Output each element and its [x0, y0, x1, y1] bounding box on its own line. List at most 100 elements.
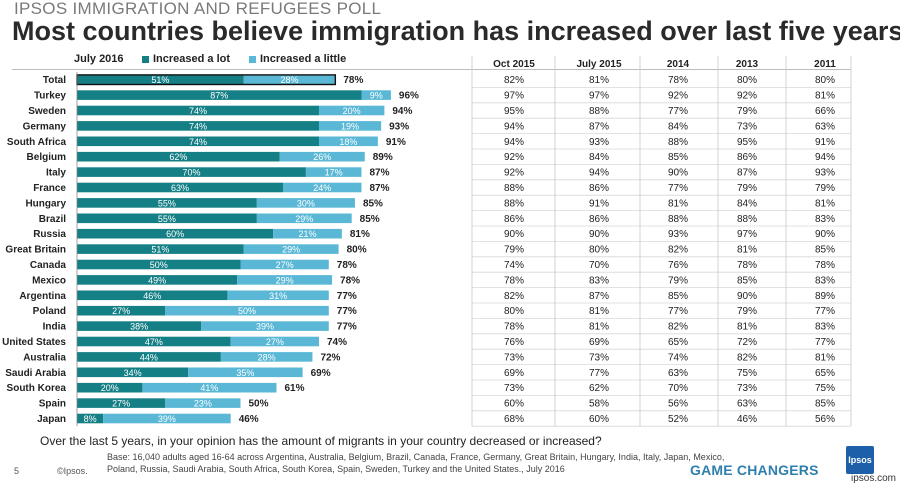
country-label-great-britain: Great Britain [5, 245, 66, 256]
label-little-south-korea: 41% [200, 383, 218, 393]
label-lot-saudi-arabia: 34% [124, 368, 142, 378]
bar-lot-argentina [77, 290, 228, 301]
bar-lot-south-africa [77, 136, 319, 147]
bar-little-south-korea [142, 382, 277, 393]
history-cell-canada-2: 76% [668, 260, 688, 271]
bar-lot-saudi-arabia [77, 367, 189, 378]
country-label-united-states: United States [2, 337, 66, 348]
label-total-poland: 77% [337, 306, 357, 317]
history-cell-canada-1: 70% [589, 260, 609, 271]
legend-swatch-little [249, 55, 256, 63]
history-cell-italy-3: 87% [737, 168, 757, 179]
label-total-germany: 93% [389, 121, 409, 132]
label-total-saudi-arabia: 69% [311, 368, 331, 379]
history-cell-france-0: 88% [504, 183, 524, 194]
history-cell-russia-0: 90% [504, 229, 524, 240]
label-lot-belgium: 62% [169, 152, 187, 162]
country-label-south-korea: South Korea [7, 383, 67, 394]
bar-little-total [243, 74, 336, 85]
label-little-france: 24% [313, 183, 331, 193]
column-header-oct-2015: Oct 2015 [493, 59, 535, 70]
column-header-2013: 2013 [735, 59, 759, 70]
survey-question: Over the last 5 years, in your opinion h… [40, 434, 602, 448]
country-label-poland: Poland [33, 306, 66, 317]
page-number: 5 [14, 466, 20, 476]
label-total-india: 77% [337, 322, 357, 333]
country-label-australia: Australia [23, 352, 66, 363]
bar-lot-total [77, 74, 244, 85]
history-cell-brazil-1: 86% [589, 214, 609, 225]
history-cell-total-1: 81% [589, 75, 609, 86]
history-cell-saudi-arabia-4: 65% [815, 368, 835, 379]
bar-little-sweden [318, 105, 385, 116]
bar-lot-mexico [77, 275, 238, 285]
country-label-turkey: Turkey [34, 91, 66, 102]
legend-swatch-lot [142, 55, 149, 63]
history-cell-sweden-4: 66% [815, 106, 835, 117]
country-label-india: India [43, 322, 67, 333]
history-cell-australia-0: 73% [504, 352, 524, 363]
legend-label-lot: Increased a lot [153, 53, 231, 65]
label-little-germany: 19% [341, 121, 359, 131]
country-label-saudi-arabia: Saudi Arabia [5, 368, 66, 379]
bar-little-belgium [279, 151, 365, 162]
history-cell-spain-4: 85% [815, 399, 835, 410]
label-little-poland: 50% [238, 306, 256, 316]
history-cell-south-africa-1: 93% [589, 137, 609, 148]
history-cell-germany-3: 73% [737, 121, 757, 132]
label-total-spain: 50% [249, 399, 269, 410]
column-header-2011: 2011 [814, 59, 836, 70]
history-cell-united-states-3: 72% [737, 337, 757, 348]
copyright: ©Ipsos. [57, 466, 88, 476]
bar-lot-belgium [77, 151, 280, 162]
label-lot-italy: 70% [182, 168, 200, 178]
bar-little-australia [220, 352, 313, 362]
history-cell-australia-3: 82% [737, 352, 757, 363]
label-little-argentina: 31% [269, 291, 287, 301]
label-lot-france: 63% [171, 183, 189, 193]
label-lot-total: 51% [151, 75, 169, 85]
history-cell-italy-2: 90% [668, 168, 688, 179]
history-cell-canada-0: 74% [504, 260, 524, 271]
label-total-canada: 78% [337, 260, 357, 271]
history-cell-belgium-4: 94% [815, 152, 835, 163]
label-lot-russia: 60% [166, 229, 184, 239]
label-lot-australia: 44% [140, 352, 158, 362]
label-lot-south-africa: 74% [189, 137, 207, 147]
history-cell-mexico-4: 83% [815, 275, 835, 286]
bar-lot-italy [77, 167, 306, 177]
history-cell-russia-4: 90% [815, 229, 835, 240]
bar-little-russia [273, 228, 342, 239]
history-cell-turkey-1: 97% [589, 91, 609, 102]
label-lot-canada: 50% [150, 260, 168, 270]
history-cell-saudi-arabia-2: 63% [668, 368, 688, 379]
history-cell-poland-1: 81% [589, 306, 609, 317]
history-cell-spain-0: 60% [504, 399, 524, 410]
label-lot-united-states: 47% [145, 337, 163, 347]
label-lot-brazil: 55% [158, 214, 176, 224]
history-cell-australia-4: 81% [815, 352, 835, 363]
history-cell-south-africa-0: 94% [504, 137, 524, 148]
history-cell-sweden-3: 79% [737, 106, 757, 117]
country-label-germany: Germany [23, 121, 67, 132]
history-cell-france-2: 77% [668, 183, 688, 194]
label-total-france: 87% [369, 183, 389, 194]
label-total-japan: 46% [239, 414, 259, 425]
bar-lot-united-states [77, 336, 231, 347]
history-cell-poland-3: 79% [737, 306, 757, 317]
history-cell-belgium-2: 85% [668, 152, 688, 163]
history-cell-russia-1: 90% [589, 229, 609, 240]
country-label-canada: Canada [30, 260, 67, 271]
country-label-hungary: Hungary [25, 198, 66, 209]
history-cell-spain-3: 63% [737, 399, 757, 410]
label-little-japan: 39% [158, 414, 176, 424]
history-cell-south-africa-3: 95% [737, 137, 757, 148]
history-cell-mexico-3: 85% [737, 275, 757, 286]
history-cell-turkey-4: 81% [815, 91, 835, 102]
bar-little-spain [165, 398, 241, 408]
history-cell-argentina-1: 87% [589, 291, 609, 302]
history-cell-great-britain-4: 85% [815, 245, 835, 256]
bar-little-france [283, 182, 362, 193]
label-total-hungary: 85% [363, 198, 383, 209]
history-cell-india-0: 78% [504, 322, 524, 333]
